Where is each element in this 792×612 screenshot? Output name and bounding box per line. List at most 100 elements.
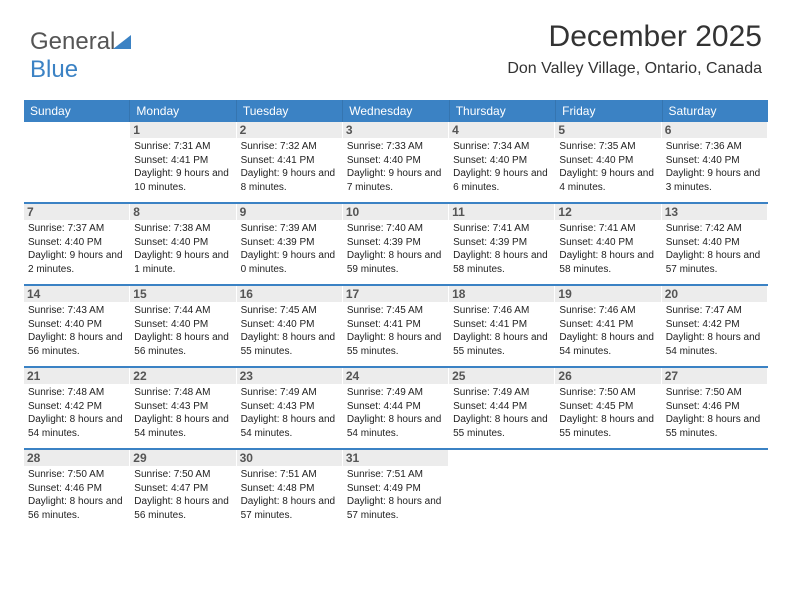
day-cell: 15Sunrise: 7:44 AMSunset: 4:40 PMDayligh… bbox=[130, 286, 236, 364]
day-info: Sunrise: 7:46 AMSunset: 4:41 PMDaylight:… bbox=[453, 304, 550, 358]
sunset-text: Sunset: 4:42 PM bbox=[666, 318, 763, 332]
daylight-text: Daylight: 9 hours and 1 minute. bbox=[134, 249, 231, 276]
day-cell: 25Sunrise: 7:49 AMSunset: 4:44 PMDayligh… bbox=[449, 368, 555, 446]
day-number: 7 bbox=[24, 204, 129, 220]
daylight-text: Daylight: 8 hours and 57 minutes. bbox=[241, 495, 338, 522]
day-number: 18 bbox=[449, 286, 554, 302]
sunrise-text: Sunrise: 7:34 AM bbox=[453, 140, 550, 154]
day-number: 8 bbox=[130, 204, 235, 220]
day-info: Sunrise: 7:51 AMSunset: 4:48 PMDaylight:… bbox=[241, 468, 338, 522]
day-number: 20 bbox=[662, 286, 767, 302]
daylight-text: Daylight: 8 hours and 57 minutes. bbox=[347, 495, 444, 522]
sunrise-text: Sunrise: 7:43 AM bbox=[28, 304, 125, 318]
day-number: 30 bbox=[237, 450, 342, 466]
day-cell: 18 Sunrise: 7:46 AMSunset: 4:41 PMDayligh… bbox=[449, 286, 555, 364]
sunset-text: Sunset: 4:40 PM bbox=[559, 154, 656, 168]
day-cell: 6Sunrise: 7:36 AMSunset: 4:40 PMDaylight… bbox=[662, 122, 768, 200]
daylight-text: Daylight: 9 hours and 4 minutes. bbox=[559, 167, 656, 194]
logo: General Blue bbox=[30, 28, 131, 84]
daylight-text: Daylight: 9 hours and 8 minutes. bbox=[241, 167, 338, 194]
sunset-text: Sunset: 4:40 PM bbox=[559, 236, 656, 250]
day-cell: 23 Sunrise: 7:49 AMSunset: 4:43 PMDayligh… bbox=[237, 368, 343, 446]
day-number: 28 bbox=[24, 450, 129, 466]
day-info: Sunrise: 7:40 AMSunset: 4:39 PMDaylight:… bbox=[347, 222, 444, 276]
day-info: Sunrise: 7:43 AMSunset: 4:40 PMDaylight:… bbox=[28, 304, 125, 358]
day-number: 1 bbox=[130, 122, 235, 138]
sunset-text: Sunset: 4:40 PM bbox=[28, 236, 125, 250]
sunset-text: Sunset: 4:44 PM bbox=[347, 400, 444, 414]
day-cell: 8 Sunrise: 7:38 AMSunset: 4:40 PMDaylight… bbox=[130, 204, 236, 282]
day-number: 31 bbox=[343, 450, 448, 466]
sunrise-text: Sunrise: 7:49 AM bbox=[453, 386, 550, 400]
location: Don Valley Village, Ontario, Canada bbox=[507, 60, 762, 78]
daylight-text: Daylight: 9 hours and 10 minutes. bbox=[134, 167, 231, 194]
sunset-text: Sunset: 4:43 PM bbox=[134, 400, 231, 414]
daylight-text: Daylight: 8 hours and 55 minutes. bbox=[559, 413, 656, 440]
day-info: Sunrise: 7:35 AMSunset: 4:40 PMDaylight:… bbox=[559, 140, 656, 194]
dow-header: Friday bbox=[556, 100, 662, 122]
day-info: Sunrise: 7:50 AMSunset: 4:46 PMDaylight:… bbox=[28, 468, 125, 522]
day-cell: 11Sunrise: 7:41 AMSunset: 4:39 PMDayligh… bbox=[449, 204, 555, 282]
daylight-text: Daylight: 8 hours and 58 minutes. bbox=[559, 249, 656, 276]
day-cell bbox=[24, 122, 130, 200]
sunset-text: Sunset: 4:45 PM bbox=[559, 400, 656, 414]
sunset-text: Sunset: 4:40 PM bbox=[134, 236, 231, 250]
sunset-text: Sunset: 4:40 PM bbox=[666, 154, 763, 168]
day-info: Sunrise: 7:50 AMSunset: 4:46 PMDaylight:… bbox=[666, 386, 763, 440]
daylight-text: Daylight: 8 hours and 54 minutes. bbox=[28, 413, 125, 440]
daylight-text: Daylight: 8 hours and 54 minutes. bbox=[559, 331, 656, 358]
logo-text-gray: General bbox=[30, 28, 115, 55]
day-number: 12 bbox=[555, 204, 660, 220]
sunrise-text: Sunrise: 7:37 AM bbox=[28, 222, 125, 236]
day-number: 23 bbox=[237, 368, 342, 384]
dow-header: Saturday bbox=[663, 100, 768, 122]
sunrise-text: Sunrise: 7:47 AM bbox=[666, 304, 763, 318]
day-info: Sunrise: 7:49 AMSunset: 4:43 PMDaylight:… bbox=[241, 386, 338, 440]
daylight-text: Daylight: 9 hours and 0 minutes. bbox=[241, 249, 338, 276]
daylight-text: Daylight: 8 hours and 55 minutes. bbox=[241, 331, 338, 358]
sunset-text: Sunset: 4:40 PM bbox=[666, 236, 763, 250]
day-info: Sunrise: 7:48 AMSunset: 4:42 PMDaylight:… bbox=[28, 386, 125, 440]
sunrise-text: Sunrise: 7:50 AM bbox=[134, 468, 231, 482]
daylight-text: Daylight: 8 hours and 54 minutes. bbox=[134, 413, 231, 440]
day-cell bbox=[449, 450, 555, 528]
sunrise-text: Sunrise: 7:35 AM bbox=[559, 140, 656, 154]
sunrise-text: Sunrise: 7:41 AM bbox=[559, 222, 656, 236]
day-info: Sunrise: 7:41 AMSunset: 4:40 PMDaylight:… bbox=[559, 222, 656, 276]
day-number: 24 bbox=[343, 368, 448, 384]
day-number: 16 bbox=[237, 286, 342, 302]
sunset-text: Sunset: 4:48 PM bbox=[241, 482, 338, 496]
sunrise-text: Sunrise: 7:45 AM bbox=[241, 304, 338, 318]
sunrise-text: Sunrise: 7:31 AM bbox=[134, 140, 231, 154]
day-cell: 29Sunrise: 7:50 AMSunset: 4:47 PMDayligh… bbox=[130, 450, 236, 528]
daylight-text: Daylight: 8 hours and 56 minutes. bbox=[28, 495, 125, 522]
sunrise-text: Sunrise: 7:46 AM bbox=[559, 304, 656, 318]
day-info: Sunrise: 7:36 AMSunset: 4:40 PMDaylight:… bbox=[666, 140, 763, 194]
day-info: Sunrise: 7:34 AMSunset: 4:40 PMDaylight:… bbox=[453, 140, 550, 194]
day-info: Sunrise: 7:50 AMSunset: 4:45 PMDaylight:… bbox=[559, 386, 656, 440]
sunset-text: Sunset: 4:49 PM bbox=[347, 482, 444, 496]
daylight-text: Daylight: 8 hours and 55 minutes. bbox=[453, 413, 550, 440]
day-cell bbox=[662, 450, 768, 528]
dow-header: Sunday bbox=[24, 100, 130, 122]
day-info: Sunrise: 7:31 AMSunset: 4:41 PMDaylight:… bbox=[134, 140, 231, 194]
week-row: 21Sunrise: 7:48 AMSunset: 4:42 PMDayligh… bbox=[24, 368, 768, 446]
header: December 2025 Don Valley Village, Ontari… bbox=[507, 20, 762, 78]
sunrise-text: Sunrise: 7:49 AM bbox=[347, 386, 444, 400]
day-number: 29 bbox=[130, 450, 235, 466]
sunrise-text: Sunrise: 7:32 AM bbox=[241, 140, 338, 154]
day-cell: 27Sunrise: 7:50 AMSunset: 4:46 PMDayligh… bbox=[662, 368, 768, 446]
day-cell: 7Sunrise: 7:37 AMSunset: 4:40 PMDaylight… bbox=[24, 204, 130, 282]
sunset-text: Sunset: 4:39 PM bbox=[347, 236, 444, 250]
day-cell: 20Sunrise: 7:47 AMSunset: 4:42 PMDayligh… bbox=[662, 286, 768, 364]
week-row: 28 Sunrise: 7:50 AMSunset: 4:46 PMDayligh… bbox=[24, 450, 768, 528]
day-cell: 26Sunrise: 7:50 AMSunset: 4:45 PMDayligh… bbox=[555, 368, 661, 446]
sunset-text: Sunset: 4:41 PM bbox=[453, 318, 550, 332]
dow-header: Monday bbox=[130, 100, 236, 122]
day-cell bbox=[555, 450, 661, 528]
dow-row: SundayMondayTuesdayWednesdayThursdayFrid… bbox=[24, 100, 768, 122]
daylight-text: Daylight: 8 hours and 55 minutes. bbox=[666, 413, 763, 440]
sunrise-text: Sunrise: 7:33 AM bbox=[347, 140, 444, 154]
day-number: 19 bbox=[555, 286, 660, 302]
day-info: Sunrise: 7:38 AMSunset: 4:40 PMDaylight:… bbox=[134, 222, 231, 276]
